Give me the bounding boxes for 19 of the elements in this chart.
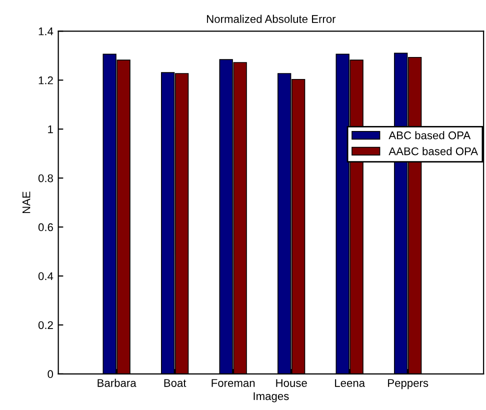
x-tick-label: Boat [164, 379, 186, 387]
x-axis-title: Images [254, 392, 289, 402]
legend-label: ABC based OPA [388, 131, 471, 140]
y-tick-label: 0.4 [38, 272, 54, 280]
y-tick-label: 1.2 [38, 76, 53, 84]
y-axis-title: NAE [22, 192, 30, 214]
y-tick-label: 1 [48, 125, 53, 134]
y-tick-label: 1.4 [38, 28, 54, 36]
y-tick-label: 0.8 [38, 174, 53, 182]
x-tick-label: Peppers [388, 379, 428, 390]
x-tick-label: House [276, 379, 307, 387]
y-tick-label: 0.2 [38, 321, 53, 330]
y-tick-label: 0 [48, 370, 54, 378]
x-tick-label: Barbara [98, 378, 136, 387]
x-tick-label: Foreman [212, 379, 255, 387]
legend-label: AABC based OPA [388, 147, 478, 156]
y-tick-label: 0.6 [38, 223, 53, 232]
chart-title: Normalized Absolute Error [207, 14, 336, 23]
x-tick-label: Leena [335, 379, 366, 387]
